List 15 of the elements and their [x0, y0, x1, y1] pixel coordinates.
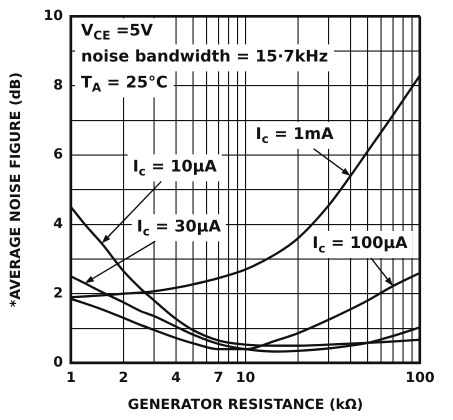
y-tick-label: 10: [44, 8, 64, 24]
x-tick-label: 4: [171, 370, 182, 386]
annotation: noise bandwidth = 15·7kHz: [81, 46, 328, 66]
y-axis-title: *AVERAGE NOISE FIGURE (dB): [8, 72, 24, 308]
x-axis-title: GENERATOR RESISTANCE (kΩ): [128, 397, 364, 414]
y-tick-label: 4: [53, 216, 64, 232]
y-tick-label: 0: [53, 354, 64, 371]
y-tick-label: 2: [53, 285, 63, 302]
y-tick-label: 8: [53, 77, 63, 94]
y-tick-label: 6: [53, 146, 63, 163]
x-tick-label: 1: [66, 370, 76, 386]
x-tick-label: 100: [405, 370, 435, 386]
x-tick-label: 7: [214, 370, 224, 386]
x-tick-label: 10: [236, 370, 256, 386]
x-tick-label: 2: [118, 370, 128, 386]
